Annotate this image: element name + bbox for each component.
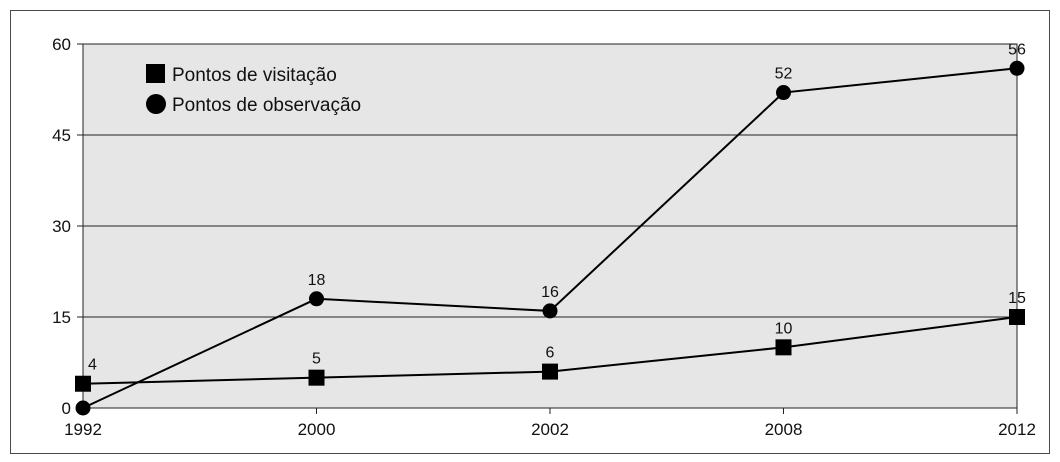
x-tick-label: 2000: [298, 420, 336, 439]
y-tick-label: 60: [52, 35, 71, 54]
y-tick-label: 0: [62, 399, 71, 418]
x-axis-ticks: 1992 2000 2002 2008 2012: [64, 408, 1036, 439]
circle-marker: [776, 85, 791, 101]
square-marker: [308, 369, 325, 386]
legend-square-marker: [146, 64, 165, 83]
square-marker: [75, 375, 91, 392]
y-axis-ticks: 0 15 30 45 60: [52, 35, 83, 418]
data-label: 5: [312, 351, 321, 368]
legend-label-observacao: Pontos de observação: [172, 95, 361, 116]
square-marker: [775, 339, 792, 356]
data-label: 52: [775, 66, 793, 83]
y-tick-label: 45: [52, 126, 71, 145]
series-markers: [75, 60, 1025, 416]
square-marker: [1009, 309, 1025, 325]
data-label: 16: [541, 284, 559, 301]
circle-marker: [309, 291, 324, 307]
legend-circle-marker: [146, 94, 166, 114]
square-marker: [542, 363, 558, 380]
circle-marker: [75, 400, 91, 416]
data-label: 10: [775, 320, 793, 337]
legend: Pontos de visitação Pontos de observação: [146, 64, 361, 116]
circle-marker: [542, 303, 558, 319]
circle-marker: [1009, 60, 1025, 76]
y-tick-label: 30: [52, 217, 71, 236]
x-tick-label: 2008: [765, 420, 803, 439]
y-tick-label: 15: [52, 308, 71, 327]
data-label: 6: [546, 345, 555, 362]
data-label: 18: [308, 272, 326, 289]
legend-label-visitacao: Pontos de visitação: [172, 65, 337, 86]
data-label: 4: [88, 357, 97, 374]
x-tick-label: 2012: [998, 420, 1036, 439]
data-label: 56: [1008, 41, 1026, 58]
data-label: 15: [1008, 290, 1026, 307]
x-tick-label: 2002: [531, 420, 569, 439]
x-tick-label: 1992: [64, 420, 102, 439]
